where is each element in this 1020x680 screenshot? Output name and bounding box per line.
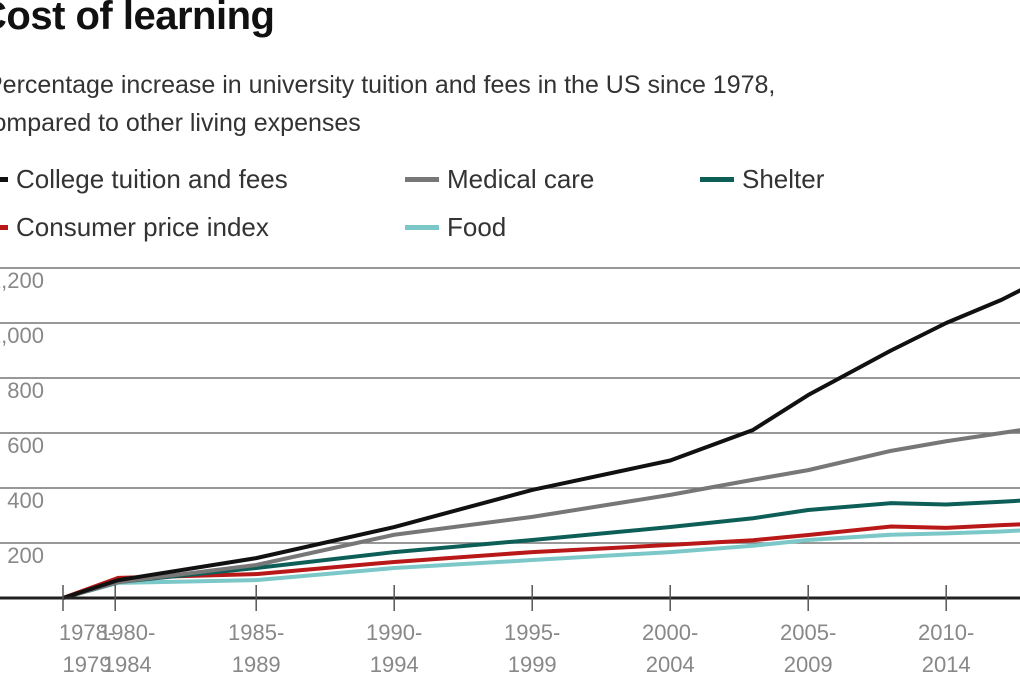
x-tick-label: 1984 [103,652,152,677]
legend-college: College tuition and fees [0,164,288,195]
legend-label: Food [447,212,507,242]
legend-label: College tuition and fees [16,164,288,194]
x-tick-label: 1989 [232,652,281,677]
y-tick-label: 800 [7,378,44,403]
y-tick-label: 400 [7,488,44,513]
x-tick-label: 2004 [646,652,695,677]
series-line-consumer-price-index [62,522,1020,600]
subtitle-line-2: compared to other living expenses [0,109,361,137]
y-tick-label: 1,200 [0,268,44,293]
legend-cpi: Consumer price index [0,212,269,243]
legend-swatch [0,177,8,182]
x-tick-label: 1995- [504,620,560,645]
chart-title: Cost of learning [0,0,275,38]
legend-swatch [0,225,8,230]
x-tick-label: 1994 [370,652,419,677]
legend-swatch [405,177,439,182]
x-tick-label: 1978- [59,620,115,645]
subtitle-line-1: Percentage increase in university tuitio… [0,71,776,99]
x-tick-label: 1980- [99,620,155,645]
y-tick-label: 600 [7,433,44,458]
chart-subtitle: Percentage increase in university tuitio… [0,66,775,142]
y-tick-label: 200 [7,543,44,568]
legend-label: Consumer price index [16,212,269,242]
x-tick-label: 2014 [922,652,971,677]
x-tick-label: 2000- [642,620,698,645]
legend-label: Medical care [447,164,595,194]
series-line-medical-care [62,428,1020,600]
y-tick-label: 1,000 [0,323,44,348]
x-tick-label: 2009 [784,652,833,677]
legend-food: Food [405,212,506,243]
x-tick-label: 1985- [228,620,284,645]
legend-label: Shelter [742,164,825,194]
series-line-college-tuition-and-fees [62,288,1020,600]
x-tick-label: 1990- [366,620,422,645]
x-tick-label: 2005- [780,620,836,645]
legend-shelter: Shelter [700,164,824,195]
legend-swatch [700,177,734,182]
series-line-shelter [62,498,1020,600]
legend-swatch [405,225,439,230]
x-tick-label: 1979 [63,652,112,677]
series-line-food [62,528,1020,600]
legend-medical: Medical care [405,164,594,195]
x-tick-label: 2010- [918,620,974,645]
x-tick-label: 1999 [508,652,557,677]
